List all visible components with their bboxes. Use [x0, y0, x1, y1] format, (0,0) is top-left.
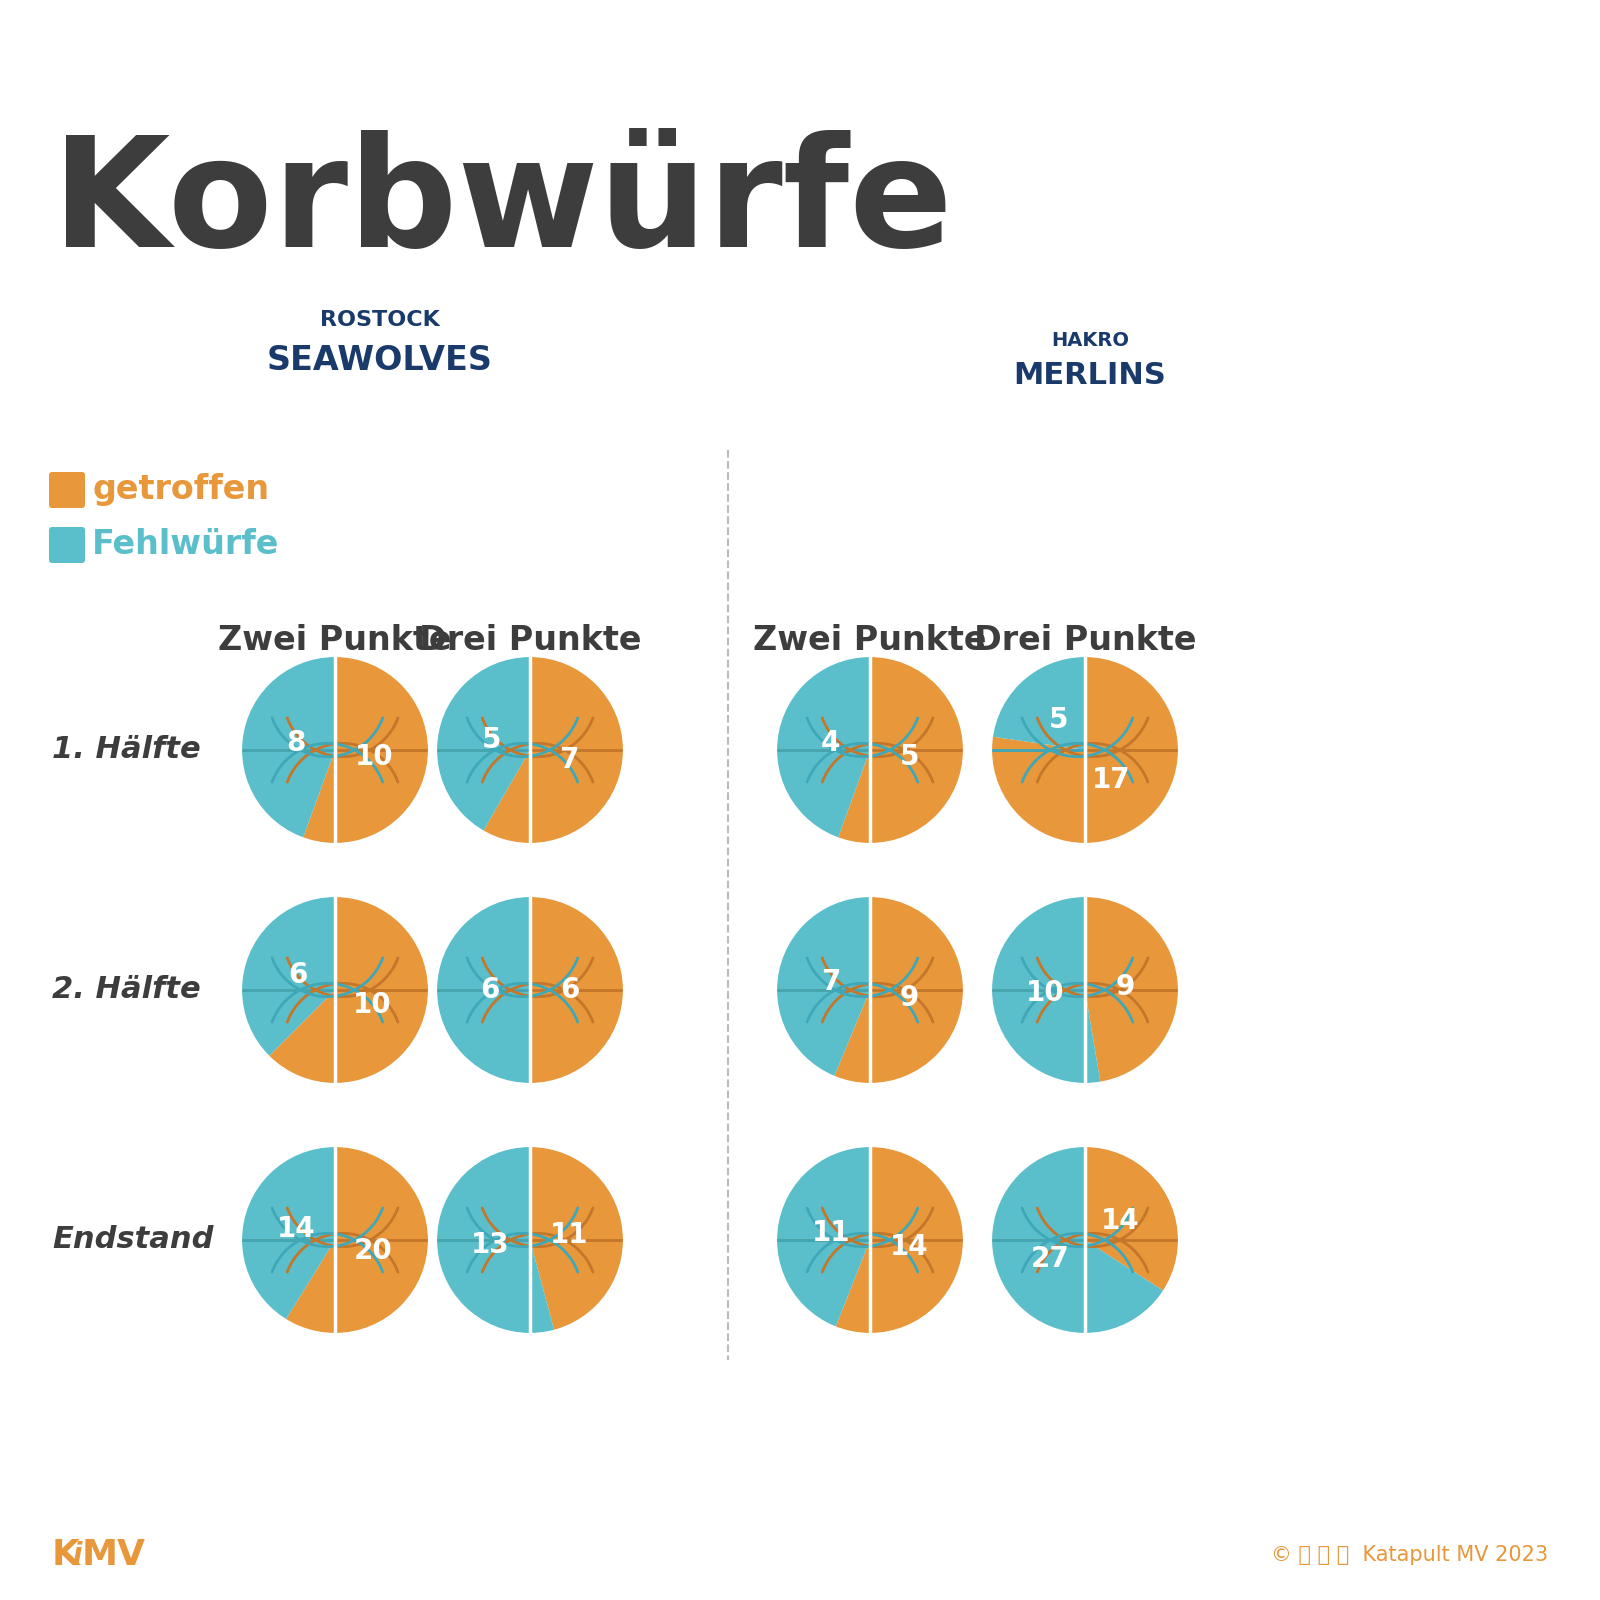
Polygon shape	[483, 654, 626, 845]
Text: Zwei Punkte: Zwei Punkte	[218, 624, 451, 656]
Polygon shape	[990, 654, 1179, 845]
Text: Fehlwürfe: Fehlwürfe	[93, 528, 280, 562]
Text: 17: 17	[1091, 766, 1131, 794]
Text: Drei Punkte: Drei Punkte	[974, 624, 1197, 656]
Polygon shape	[240, 1146, 334, 1320]
Polygon shape	[774, 894, 870, 1078]
Text: 10: 10	[352, 992, 390, 1019]
Text: 14: 14	[1101, 1206, 1139, 1235]
Text: 2. Hälfte: 2. Hälfte	[51, 976, 200, 1005]
Text: 10: 10	[1026, 979, 1064, 1008]
Polygon shape	[530, 894, 626, 1085]
Polygon shape	[990, 654, 1085, 750]
Text: 11: 11	[811, 1219, 850, 1246]
Polygon shape	[302, 654, 430, 845]
Text: 14: 14	[890, 1234, 928, 1261]
Text: getroffen: getroffen	[93, 474, 269, 507]
Text: 10: 10	[355, 742, 394, 771]
Polygon shape	[285, 1146, 430, 1334]
Polygon shape	[990, 1146, 1165, 1334]
Text: Drei Punkte: Drei Punkte	[419, 624, 642, 656]
Text: 6: 6	[288, 960, 307, 989]
Text: 14: 14	[277, 1214, 315, 1243]
Text: Endstand: Endstand	[51, 1226, 213, 1254]
Text: © ⓘ Ⓢ ⓢ  Katapult MV 2023: © ⓘ Ⓢ ⓢ Katapult MV 2023	[1270, 1546, 1549, 1565]
Text: MV: MV	[82, 1538, 146, 1571]
Polygon shape	[774, 654, 870, 840]
FancyBboxPatch shape	[50, 472, 85, 509]
Polygon shape	[774, 1146, 870, 1328]
Text: 6: 6	[480, 976, 499, 1005]
Text: Korbwürfe: Korbwürfe	[51, 130, 952, 278]
Text: 8: 8	[286, 730, 306, 757]
Polygon shape	[240, 654, 334, 840]
Text: i: i	[72, 1541, 82, 1570]
Text: 4: 4	[821, 730, 840, 757]
Polygon shape	[837, 654, 965, 845]
Polygon shape	[834, 894, 965, 1085]
Text: 13: 13	[470, 1232, 510, 1259]
Text: 9: 9	[1115, 973, 1134, 1000]
Polygon shape	[435, 1146, 555, 1334]
Polygon shape	[990, 894, 1101, 1085]
Text: SEAWOLVES: SEAWOLVES	[267, 344, 493, 376]
Polygon shape	[1085, 1146, 1179, 1291]
Polygon shape	[240, 894, 334, 1058]
Text: 20: 20	[354, 1237, 392, 1266]
Text: K: K	[51, 1538, 80, 1571]
Polygon shape	[1085, 894, 1179, 1083]
Text: Zwei Punkte: Zwei Punkte	[754, 624, 987, 656]
Text: ROSTOCK: ROSTOCK	[320, 310, 440, 330]
Polygon shape	[435, 654, 530, 832]
Polygon shape	[435, 894, 530, 1085]
Text: 5: 5	[899, 742, 918, 771]
Text: 6: 6	[560, 976, 579, 1005]
Text: 1. Hälfte: 1. Hälfte	[51, 736, 200, 765]
Text: 5: 5	[1050, 706, 1069, 734]
Text: 7: 7	[821, 968, 840, 997]
Text: 9: 9	[899, 984, 918, 1011]
Polygon shape	[267, 894, 430, 1085]
Polygon shape	[835, 1146, 965, 1334]
Text: HAKRO: HAKRO	[1051, 331, 1130, 349]
Text: 5: 5	[482, 726, 501, 754]
Text: MERLINS: MERLINS	[1014, 360, 1166, 389]
Text: 11: 11	[550, 1221, 589, 1248]
Text: 7: 7	[558, 746, 578, 774]
Text: 27: 27	[1030, 1245, 1069, 1274]
FancyBboxPatch shape	[50, 526, 85, 563]
Polygon shape	[530, 1146, 626, 1331]
